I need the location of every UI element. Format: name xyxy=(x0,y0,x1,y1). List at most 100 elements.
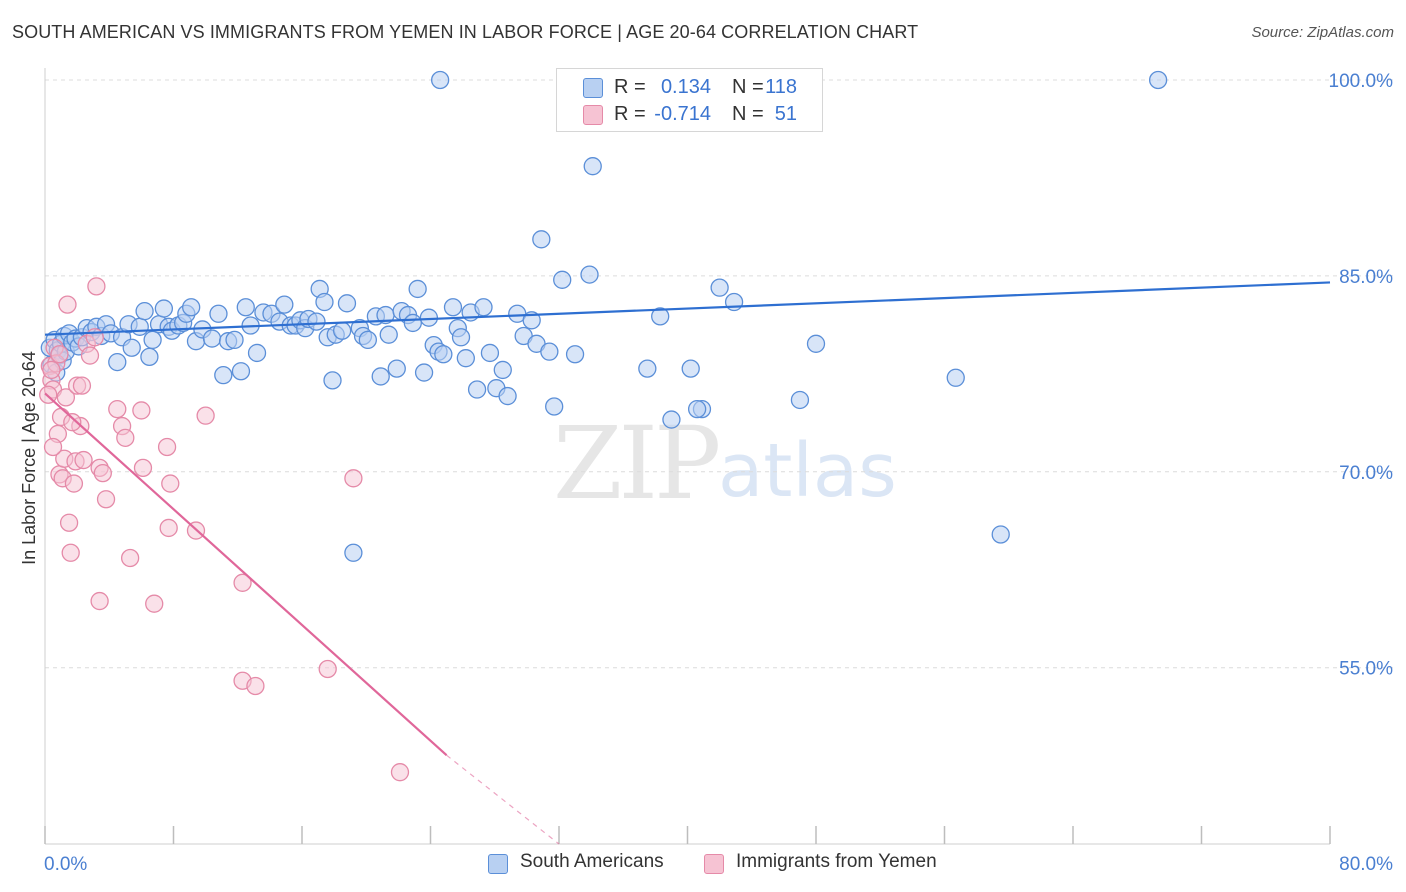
point-south-american xyxy=(467,380,487,399)
point-yemen-immigrant xyxy=(120,548,140,568)
series-immigrants-from-yemen xyxy=(39,277,410,782)
point-south-american xyxy=(307,312,326,331)
point-south-american xyxy=(225,330,244,350)
point-south-american xyxy=(130,317,149,336)
point-south-american xyxy=(790,390,810,410)
point-yemen-immigrant xyxy=(74,450,93,470)
trend-lines xyxy=(44,281,1331,845)
y-tick-label: 100.0% xyxy=(1329,71,1394,92)
point-yemen-immigrant xyxy=(72,376,92,395)
point-south-american xyxy=(553,270,572,289)
legend-n-value-yemen: 51 xyxy=(774,103,797,125)
legend-r-label: R = xyxy=(614,103,646,125)
point-yemen-immigrant xyxy=(56,388,76,407)
y-tick-label: 85.0% xyxy=(1339,267,1393,288)
y-tick-labels: 55.0% 70.0% 85.0% 100.0% xyxy=(1329,71,1394,680)
legend-n-label: N = xyxy=(732,76,764,98)
point-south-american xyxy=(419,308,439,327)
point-yemen-immigrant xyxy=(132,401,151,420)
axes xyxy=(44,68,1331,845)
legend-r-value-south: 0.134 xyxy=(660,76,711,98)
bottom-legend-swatch-yemen xyxy=(704,854,724,874)
point-south-american xyxy=(209,304,228,323)
point-yemen-immigrant xyxy=(116,428,135,447)
point-yemen-immigrant xyxy=(59,513,79,532)
point-south-american xyxy=(333,321,352,340)
point-south-american xyxy=(545,397,564,416)
point-south-american xyxy=(474,298,493,317)
y-axis-label: In Labor Force | Age 20-64 xyxy=(19,351,39,565)
point-yemen-immigrant xyxy=(344,469,363,488)
point-yemen-immigrant xyxy=(80,346,100,365)
y-tick-label: 55.0% xyxy=(1339,659,1393,680)
point-south-american xyxy=(143,330,162,350)
point-south-american xyxy=(443,298,463,317)
point-south-american xyxy=(135,302,154,321)
point-south-american xyxy=(493,360,512,380)
legend-r-label: R = xyxy=(614,76,646,98)
legend-row-south: R = 0.134 N = 118 xyxy=(557,74,822,100)
legend-n-label: N = xyxy=(732,103,764,125)
chart-title: SOUTH AMERICAN VS IMMIGRANTS FROM YEMEN … xyxy=(12,22,919,42)
watermark-atlas: atlas xyxy=(718,428,897,514)
point-south-american xyxy=(638,359,657,378)
watermark-zip: ZIP xyxy=(553,405,721,522)
point-yemen-immigrant xyxy=(63,413,82,432)
point-yemen-immigrant xyxy=(145,594,164,613)
point-south-american xyxy=(651,307,670,326)
point-yemen-immigrant xyxy=(108,399,127,419)
point-south-american xyxy=(108,352,127,372)
point-south-american xyxy=(236,298,255,317)
point-south-american xyxy=(991,525,1010,544)
point-yemen-immigrant xyxy=(196,406,215,425)
point-yemen-immigrant xyxy=(58,295,77,314)
point-south-american xyxy=(540,342,559,361)
point-yemen-immigrant xyxy=(87,277,106,296)
point-south-american xyxy=(337,294,357,313)
point-yemen-immigrant xyxy=(133,458,153,478)
point-south-american xyxy=(154,299,174,318)
x-tick-label: 80.0% xyxy=(1339,854,1393,875)
point-yemen-immigrant xyxy=(50,345,69,364)
point-south-american xyxy=(231,362,251,381)
legend-r-value-yemen: -0.714 xyxy=(654,103,711,125)
point-south-american xyxy=(480,343,500,363)
series-south-americans xyxy=(40,70,1168,562)
point-south-american xyxy=(1148,70,1168,90)
point-south-american xyxy=(344,543,363,562)
point-yemen-immigrant xyxy=(318,659,337,679)
x-tick-labels: 0.0% 80.0% xyxy=(44,854,1393,875)
point-south-american xyxy=(662,410,681,429)
point-south-american xyxy=(379,325,398,344)
point-south-american xyxy=(498,386,517,406)
point-south-american xyxy=(456,349,475,368)
bottom-legend-label-yemen: Immigrants from Yemen xyxy=(736,851,937,872)
point-yemen-immigrant xyxy=(159,518,178,538)
point-south-american xyxy=(806,334,826,353)
point-south-american xyxy=(580,265,599,284)
point-south-american xyxy=(710,278,729,297)
point-yemen-immigrant xyxy=(61,543,80,562)
point-south-american xyxy=(434,345,453,364)
point-south-american xyxy=(565,345,585,364)
point-yemen-immigrant xyxy=(157,437,177,457)
point-south-american xyxy=(532,230,551,249)
point-south-american xyxy=(387,359,406,378)
x-tick-label: 0.0% xyxy=(44,854,87,875)
bottom-legend-label-south: South Americans xyxy=(520,851,664,872)
point-south-american xyxy=(403,313,422,333)
point-yemen-immigrant xyxy=(161,474,180,493)
point-south-american xyxy=(202,329,222,348)
point-south-american xyxy=(182,298,201,317)
point-south-american xyxy=(358,330,378,350)
point-yemen-immigrant xyxy=(64,474,84,493)
legend-n-value-south: 118 xyxy=(765,76,797,98)
point-south-american xyxy=(681,359,700,378)
point-south-american xyxy=(687,399,707,419)
point-yemen-immigrant xyxy=(93,463,112,483)
point-yemen-immigrant xyxy=(96,490,116,509)
trend-line-south xyxy=(44,281,1331,336)
point-south-american xyxy=(214,366,233,385)
point-south-american xyxy=(371,367,390,386)
